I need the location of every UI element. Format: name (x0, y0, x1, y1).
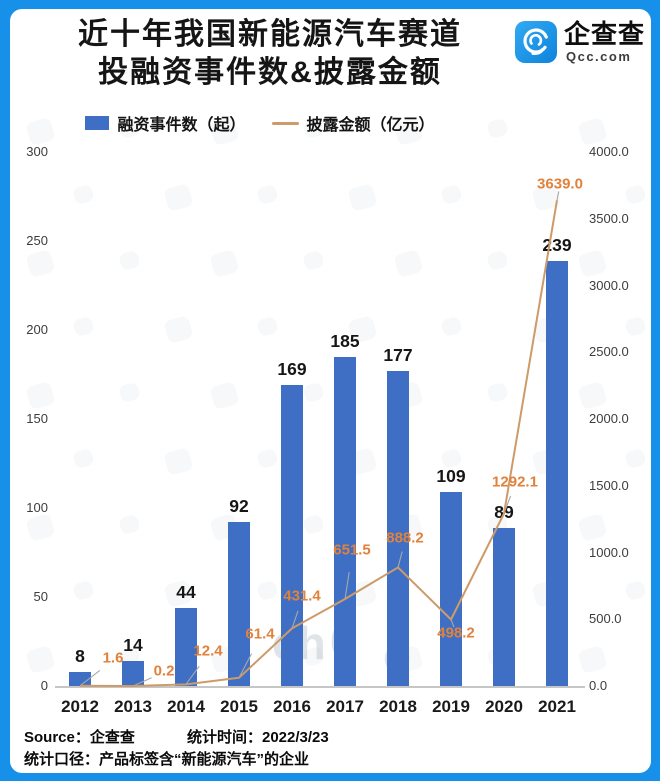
chart-legend: 融资事件数（起） 披露金额（亿元） (0, 111, 520, 135)
bar-2021 (546, 260, 568, 686)
x-axis-year-label: 2020 (485, 697, 523, 716)
line-swatch-icon (271, 121, 299, 125)
x-axis-line (55, 686, 585, 688)
legend-item-bars: 融资事件数（起） (85, 111, 246, 135)
legend-item-line: 披露金额（亿元） (271, 111, 435, 135)
left-axis-tick: 200 (26, 322, 48, 337)
bar-2017 (334, 356, 356, 686)
right-axis-tick: 500.0 (589, 611, 622, 627)
left-axis-tick: 250 (26, 233, 48, 248)
line-value-label: 651.5 (333, 541, 371, 559)
stat-caliber-label: 统计口径：产品标签含“新能源汽车”的企业 (24, 751, 310, 768)
right-axis-tick: 3500.0 (589, 210, 629, 226)
bar-2020 (493, 527, 515, 686)
x-axis-year-label: 2017 (326, 697, 364, 716)
x-axis-year-label: 2018 (379, 697, 417, 716)
left-axis-tick: 300 (26, 144, 48, 159)
bar-value-label: 169 (277, 359, 307, 380)
bar-value-label: 92 (229, 496, 249, 517)
line-value-label: 431.4 (283, 587, 321, 605)
bar-value-label: 44 (176, 581, 196, 602)
bar-value-label: 89 (494, 501, 514, 522)
left-axis-tick: 150 (26, 411, 48, 426)
bar-value-label: 8 (75, 645, 85, 666)
bar-value-label: 185 (330, 330, 360, 351)
x-axis-year-label: 2015 (220, 697, 258, 716)
right-axis-tick: 4000.0 (589, 144, 629, 159)
right-axis-tick: 2000.0 (589, 411, 629, 426)
left-axis-tick: 50 (33, 589, 48, 604)
x-axis-year-label: 2021 (538, 697, 576, 716)
legend-label-bars: 融资事件数（起） (117, 117, 246, 134)
left-axis-tick: 100 (26, 500, 48, 515)
qcc-logo: 企查查 Qcc.com (514, 19, 645, 64)
bar-value-label: 109 (436, 465, 466, 486)
source-label: Source：企查查 (24, 729, 135, 746)
bar-2015 (228, 522, 250, 686)
qcc-logo-icon (514, 21, 557, 63)
bar-2012 (69, 671, 91, 686)
x-axis-year-label: 2013 (114, 697, 152, 716)
stat-time-label: 统计时间：2022/3/23 (187, 729, 329, 746)
right-axis-tick: 1000.0 (589, 544, 629, 560)
right-axis-tick: 3000.0 (589, 277, 629, 293)
x-axis-year-label: 2014 (167, 697, 205, 716)
line-value-label: 3639.0 (537, 175, 583, 193)
page-title: 近十年我国新能源汽车赛道 投融资事件数&披露金额 (30, 16, 510, 92)
line-value-label: 12.4 (193, 642, 223, 660)
line-value-label: 1292.1 (492, 473, 538, 490)
logo-name: 企查查 (563, 19, 645, 49)
title-line-2: 投融资事件数&披露金额 (98, 56, 442, 89)
bar-2016 (281, 385, 303, 686)
right-axis-tick: 2500.0 (589, 344, 629, 360)
x-axis-year-label: 2019 (432, 697, 470, 716)
bar-2013 (122, 661, 144, 686)
title-line-1: 近十年我国新能源汽车赛道 (78, 18, 462, 51)
logo-domain: Qcc.com (565, 49, 632, 64)
bar-2018 (387, 370, 409, 686)
bar-value-label: 14 (123, 635, 143, 656)
line-value-label: 0.2 (153, 662, 175, 680)
x-axis-year-label: 2016 (273, 697, 311, 716)
line-value-label: 888.2 (386, 529, 424, 547)
bar-2019 (440, 491, 462, 686)
line-value-label: 498.2 (437, 624, 475, 642)
disclosed-amount-line (79, 200, 558, 687)
bar-swatch-icon (85, 116, 110, 130)
footer: Source：企查查 统计时间：2022/3/23 统计口径：产品标签含“新能源汽… (24, 727, 329, 771)
bar-value-label: 239 (542, 234, 572, 255)
x-axis-year-label: 2012 (61, 697, 99, 716)
label-leader-line (556, 191, 560, 201)
line-value-label: 1.6 (102, 649, 124, 667)
left-axis-tick: 0 (40, 678, 48, 693)
line-value-label: 61.4 (245, 625, 275, 643)
legend-label-line: 披露金额（亿元） (306, 117, 435, 134)
bar-value-label: 177 (383, 344, 413, 365)
footer-row-1: Source：企查查 统计时间：2022/3/23 (24, 727, 329, 749)
right-axis-tick: 0.0 (589, 678, 608, 693)
right-axis-tick: 1500.0 (589, 477, 629, 493)
